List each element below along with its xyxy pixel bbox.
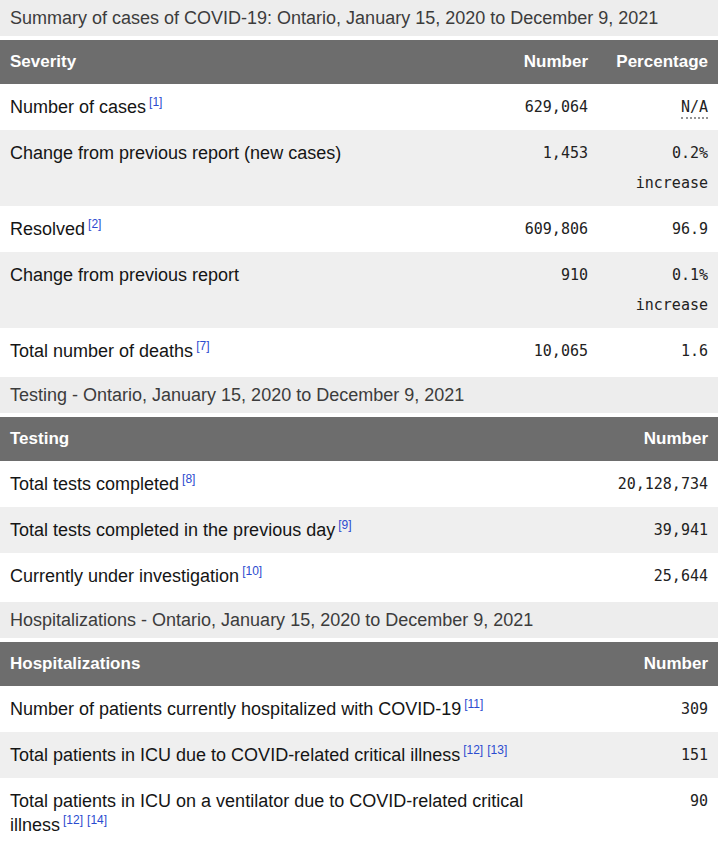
label-cell: Change from previous report (0, 252, 458, 328)
percentage-note: increase (608, 293, 708, 317)
footnote-link[interactable]: [2] (88, 217, 101, 231)
percentage-cell: 0.2% increase (598, 130, 718, 206)
table-row: Total tests completed in the previous da… (0, 507, 718, 553)
row-label: Number of patients currently hospitalize… (10, 699, 461, 719)
table-row: Total patients in ICU due to COVID-relat… (0, 732, 718, 778)
number-cell: 25,644 (568, 553, 718, 599)
table-row: Total patients in ICU on a ventilator du… (0, 778, 718, 841)
number-cell: 20,128,734 (568, 461, 718, 507)
summary-section: Summary of cases of COVID-19: Ontario, J… (0, 0, 718, 374)
label-cell: Total patients in ICU due to COVID-relat… (0, 732, 568, 778)
label-cell: Total number of deaths[7] (0, 328, 458, 374)
table-row: Change from previous report (new cases) … (0, 130, 718, 206)
row-label: Total tests completed in the previous da… (10, 520, 335, 540)
percentage-value: 0.2% (608, 141, 708, 165)
header-row: Hospitalizations Number (0, 642, 718, 686)
summary-table: Severity Number Percentage Number of cas… (0, 40, 718, 374)
footnote-link[interactable]: [11] (464, 697, 483, 711)
column-header-number: Number (568, 417, 718, 461)
label-cell: Number of patients currently hospitalize… (0, 686, 568, 732)
number-cell: 910 (458, 252, 598, 328)
table-row: Resolved[2] 609,806 96.9 (0, 206, 718, 252)
number-cell: 39,941 (568, 507, 718, 553)
label-cell: Total patients in ICU on a ventilator du… (0, 778, 568, 841)
footnote-link[interactable]: [7] (196, 339, 209, 353)
row-label: Total number of deaths (10, 341, 193, 361)
number-cell: 629,064 (458, 84, 598, 130)
footnote-link[interactable]: [8] (182, 472, 195, 486)
row-label: Resolved (10, 219, 85, 239)
na-abbreviation: N/A (681, 98, 708, 119)
percentage-note: increase (608, 171, 708, 195)
table-row: Number of cases[1] 629,064 N/A (0, 84, 718, 130)
column-header-severity: Severity (0, 40, 458, 84)
percentage-cell: 1.6 (598, 328, 718, 374)
footnote-link[interactable]: [13] (487, 743, 507, 757)
number-cell: 609,806 (458, 206, 598, 252)
footnote-link[interactable]: [1] (149, 95, 162, 109)
table-row: Total number of deaths[7] 10,065 1.6 (0, 328, 718, 374)
table-row: Number of patients currently hospitalize… (0, 686, 718, 732)
footnote-link[interactable]: [12] (63, 813, 83, 827)
column-header-number: Number (568, 642, 718, 686)
row-label: Change from previous report (10, 265, 239, 285)
header-row: Testing Number (0, 417, 718, 461)
row-label: Change from previous report (new cases) (10, 143, 341, 163)
table-row: Total tests completed[8] 20,128,734 (0, 461, 718, 507)
column-header-percentage: Percentage (598, 40, 718, 84)
table-row: Currently under investigation[10] 25,644 (0, 553, 718, 599)
label-cell: Total tests completed in the previous da… (0, 507, 568, 553)
number-cell: 1,453 (458, 130, 598, 206)
testing-table: Testing Number Total tests completed[8] … (0, 417, 718, 599)
row-label: Number of cases (10, 97, 146, 117)
footnote-link[interactable]: [14] (87, 813, 107, 827)
testing-section: Testing - Ontario, January 15, 2020 to D… (0, 377, 718, 599)
table-caption: Summary of cases of COVID-19: Ontario, J… (0, 0, 718, 36)
column-header-testing: Testing (0, 417, 568, 461)
percentage-value: 0.1% (608, 263, 708, 287)
label-cell: Change from previous report (new cases) (0, 130, 458, 206)
table-row: Change from previous report 910 0.1% inc… (0, 252, 718, 328)
footnote-link[interactable]: [12] (463, 743, 483, 757)
header-row: Severity Number Percentage (0, 40, 718, 84)
number-cell: 151 (568, 732, 718, 778)
number-cell: 90 (568, 778, 718, 841)
row-label: Currently under investigation (10, 566, 239, 586)
table-caption: Hospitalizations - Ontario, January 15, … (0, 602, 718, 638)
footnote-link[interactable]: [9] (338, 518, 351, 532)
row-label: Total patients in ICU due to COVID-relat… (10, 745, 460, 765)
column-header-number: Number (458, 40, 598, 84)
covid-summary-page: Summary of cases of COVID-19: Ontario, J… (0, 0, 718, 841)
hospitalizations-section: Hospitalizations - Ontario, January 15, … (0, 602, 718, 841)
table-caption: Testing - Ontario, January 15, 2020 to D… (0, 377, 718, 413)
hospitalizations-table: Hospitalizations Number Number of patien… (0, 642, 718, 841)
label-cell: Total tests completed[8] (0, 461, 568, 507)
percentage-cell: N/A (598, 84, 718, 130)
label-cell: Number of cases[1] (0, 84, 458, 130)
footnote-link[interactable]: [10] (242, 564, 262, 578)
percentage-cell: 0.1% increase (598, 252, 718, 328)
percentage-cell: 96.9 (598, 206, 718, 252)
column-header-hospitalizations: Hospitalizations (0, 642, 568, 686)
row-label: Total tests completed (10, 474, 179, 494)
number-cell: 10,065 (458, 328, 598, 374)
label-cell: Resolved[2] (0, 206, 458, 252)
label-cell: Currently under investigation[10] (0, 553, 568, 599)
number-cell: 309 (568, 686, 718, 732)
